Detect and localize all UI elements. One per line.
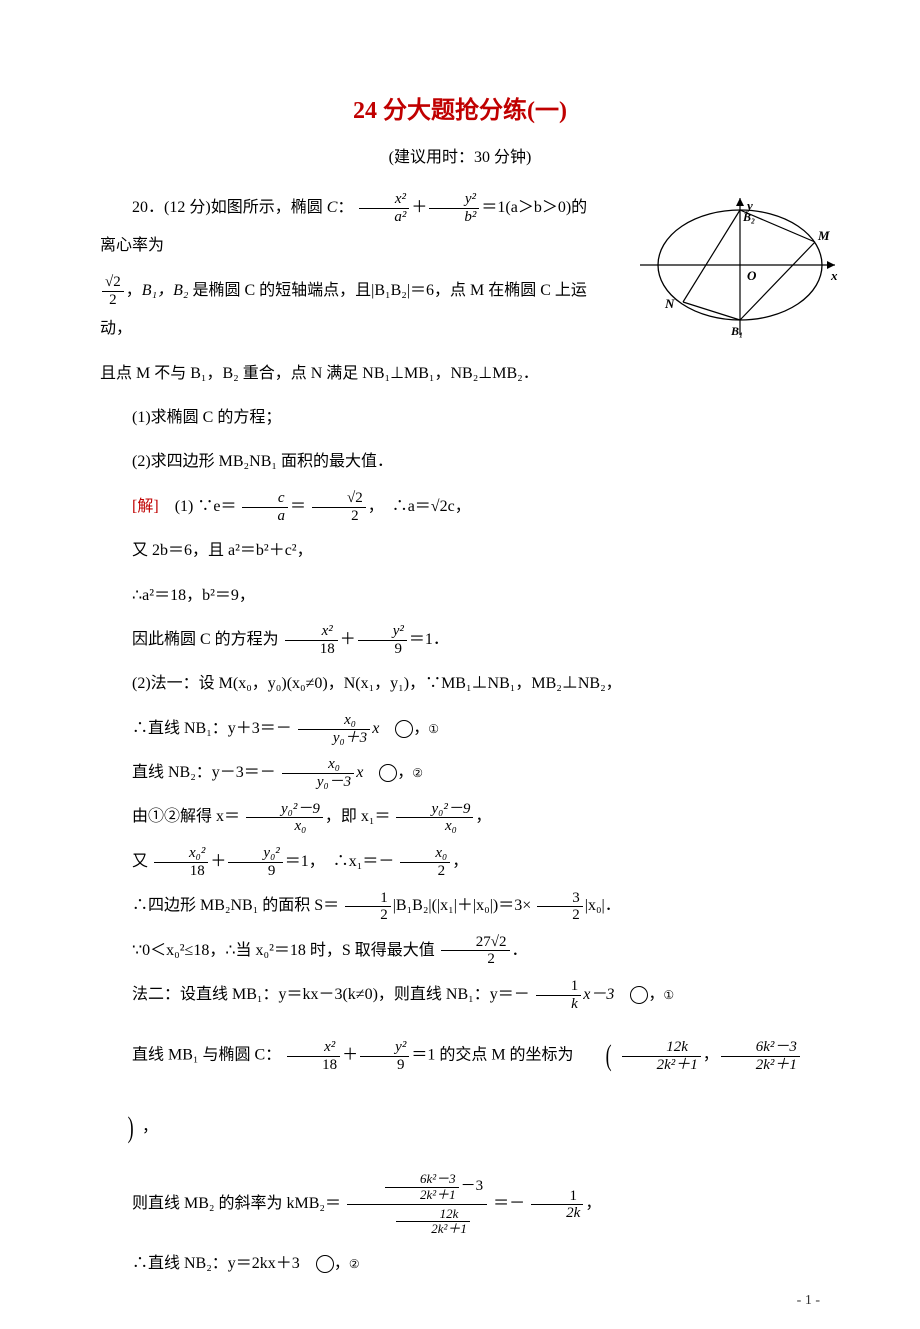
sol-line-10: ∴四边形 MB₂NB₁ 的面积 S＝ 12|B₁B₂|(|x₁|＋|x₀|)＝3…	[100, 887, 820, 925]
label-x: x	[830, 268, 838, 283]
title: 24 分大题抢分练(一)	[100, 90, 820, 125]
sol-line-7: 直线 NB₂：y－3＝－ x₀y₀－3x ②，	[100, 754, 820, 792]
sol-line-4: 因此椭圆 C 的方程为 x²18＋y²9＝1．	[100, 621, 820, 659]
q1: (1)求椭圆 C 的方程；	[100, 399, 820, 437]
problem-line-1: 20．(12 分)如图所示，椭圆 C： x²a²＋y²b²＝1(a＞b＞0)的离…	[100, 189, 820, 266]
sol-line-9: 又 x₀²18＋y₀²9＝1， ∴x₁＝－ x₀2，	[100, 843, 820, 881]
sol-line-1: [解] (1) ∵e＝ ca＝ √22， ∴a＝√2c，	[100, 488, 820, 526]
page-number: - 1 -	[797, 1293, 820, 1309]
sol-line-3: ∴a²＝18，b²＝9，	[100, 577, 820, 615]
sol-line-5: (2)法一：设 M(x₀，y₀)(x₀≠0)，N(x₁，y₁)，∵MB₁⊥NB₁…	[100, 665, 820, 703]
subtitle: (建议用时：30 分钟)	[100, 143, 820, 167]
sol-line-14: 则直线 MB₂ 的斜率为 kMB₂＝ 6k²－32k²＋1－3 12k2k²＋1…	[100, 1170, 820, 1238]
solution-label: [解]	[132, 498, 159, 515]
sol-line-15: ∴直线 NB₂：y＝2kx＋3 ②，	[100, 1245, 820, 1283]
sol-line-2: 又 2b＝6，且 a²＝b²＋c²，	[100, 532, 820, 570]
sol-line-8: 由①②解得 x＝ y₀²－9x₀，即 x₁＝ y₀²－9x₀，	[100, 798, 820, 836]
sol-line-11: ∵0＜x₀²≤18，∴当 x₀²＝18 时，S 取得最大值 27√22．	[100, 932, 820, 970]
sol-line-6: ∴直线 NB₁：y＋3＝－ x₀y₀＋3x ①，	[100, 710, 820, 748]
q2: (2)求四边形 MB₂NB₁ 面积的最大值．	[100, 443, 820, 481]
problem-line-3: 且点 M 不与 B₁，B₂ 重合，点 N 满足 NB₁⊥MB₁，NB₂⊥MB₂．	[100, 355, 820, 393]
sol-line-12: 法二：设直线 MB₁：y＝kx－3(k≠0)，则直线 NB₁：y＝－ 1kx－3…	[100, 976, 820, 1014]
problem-line-2: √22，B₁，B₂ 是椭圆 C 的短轴端点，且|B₁B₂|＝6，点 M 在椭圆 …	[100, 272, 820, 349]
page: 24 分大题抢分练(一) (建议用时：30 分钟) y x O M N B₁ B…	[0, 0, 920, 1329]
sol-line-13: 直线 MB₁ 与椭圆 C： x²18＋y²9＝1 的交点 M 的坐标为 (12k…	[100, 1020, 820, 1164]
